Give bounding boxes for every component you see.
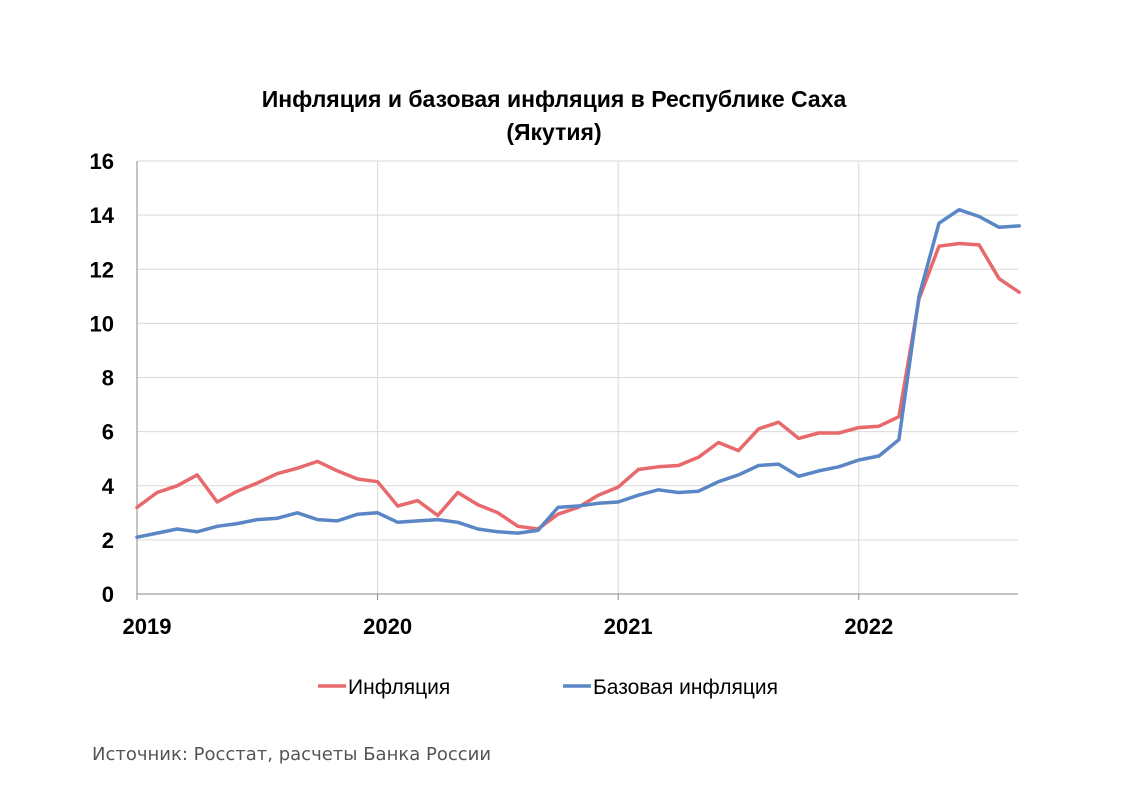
y-tick-label: 2 <box>102 528 114 553</box>
x-tick-label: 2020 <box>363 614 412 639</box>
y-tick-label: 4 <box>102 474 115 499</box>
y-tick-label: 12 <box>90 257 114 282</box>
y-axis-ticks: 0 2 4 6 8 10 12 14 16 <box>90 149 115 607</box>
series-lines <box>135 207 1021 539</box>
legend-label: Базовая инфляция <box>593 676 778 699</box>
y-tick-label: 14 <box>90 203 115 228</box>
y-tick-label: 6 <box>102 420 114 445</box>
y-tick-label: 0 <box>102 582 114 607</box>
source-note: Источник: Росстат, расчеты Банка России <box>92 744 492 765</box>
y-tick-label: 16 <box>90 149 114 174</box>
axes <box>136 161 1018 600</box>
x-tick-label: 2021 <box>604 614 653 639</box>
grid <box>137 160 1018 594</box>
chart-title-line2: (Якутия) <box>506 119 601 145</box>
y-tick-label: 8 <box>102 366 114 391</box>
legend-label: Инфляция <box>348 676 450 699</box>
y-tick-label: 10 <box>90 311 114 336</box>
chart-title-line1: Инфляция и базовая инфляция в Республике… <box>262 86 847 112</box>
legend: Инфляция Базовая инфляция <box>318 676 778 699</box>
x-tick-label: 2022 <box>844 614 893 639</box>
series-line-core-inflation <box>135 207 1021 539</box>
x-tick-label: 2019 <box>123 614 172 639</box>
x-axis-ticks: 2019 2020 2021 2022 <box>123 614 894 639</box>
